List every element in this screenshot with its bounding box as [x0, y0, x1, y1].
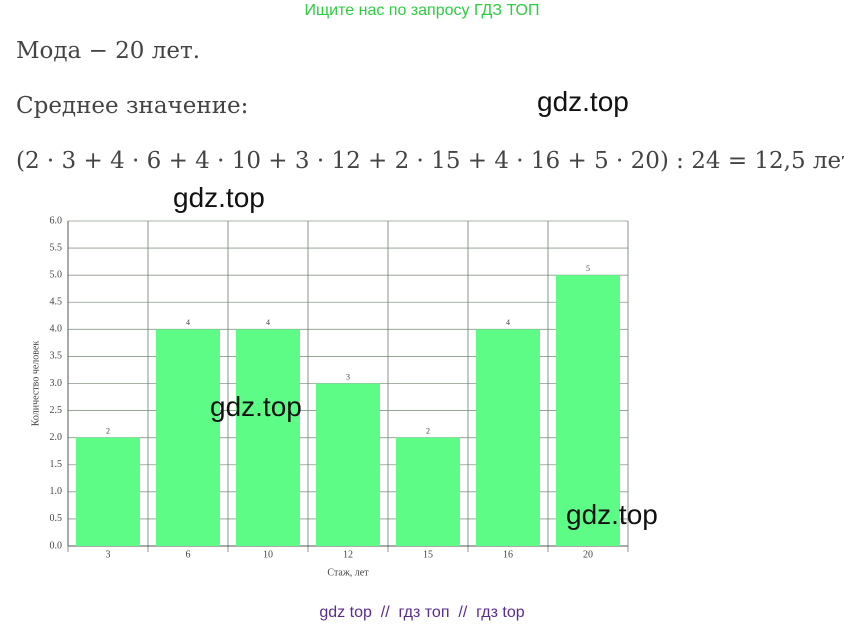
x-tick-label: 12: [343, 549, 353, 560]
y-tick-label: 1.0: [50, 486, 63, 497]
y-tick-label: 0.5: [50, 513, 63, 524]
mean-label: Среднее значение:: [16, 93, 249, 119]
data-label: 4: [506, 318, 510, 327]
y-tick-label: 1.5: [50, 459, 63, 470]
watermark: gdz.top: [210, 391, 302, 422]
bar: [76, 437, 140, 546]
footer: gdz top // гдз топ // гдз top: [319, 604, 525, 621]
x-tick-label: 20: [583, 549, 593, 560]
x-axis-label: Стаж, лет: [327, 567, 369, 578]
bar: [236, 329, 300, 546]
x-tick-label: 6: [186, 549, 191, 560]
bar: [396, 437, 460, 546]
x-tick-label: 16: [503, 549, 513, 560]
bar: [316, 383, 380, 546]
bar: [556, 275, 620, 546]
y-tick-label: 0.0: [50, 540, 63, 551]
bar: [156, 329, 220, 546]
y-tick-label: 3.0: [50, 378, 63, 389]
formula: (2 · 3 + 4 · 6 + 4 · 10 + 3 · 12 + 2 · 1…: [16, 148, 844, 174]
data-label: 4: [266, 318, 270, 327]
y-tick-label: 4.0: [50, 324, 63, 335]
bar: [476, 329, 540, 546]
watermark: gdz.top: [537, 86, 629, 117]
y-tick-label: 5.5: [50, 242, 63, 253]
watermark: gdz.top: [566, 499, 658, 530]
watermark: gdz.top: [173, 182, 265, 213]
banner: Ищите нас по запросу ГДЗ ТОП: [304, 2, 540, 19]
y-tick-label: 2.5: [50, 405, 63, 416]
y-tick-label: 3.5: [50, 351, 63, 362]
y-axis-label: Количество человек: [30, 341, 41, 427]
data-label: 2: [426, 426, 430, 435]
data-label: 5: [586, 264, 590, 273]
y-tick-label: 6.0: [50, 215, 63, 226]
y-tick-label: 2.0: [50, 432, 63, 443]
x-tick-label: 3: [106, 549, 111, 560]
y-tick-label: 4.5: [50, 297, 63, 308]
data-label: 2: [106, 426, 110, 435]
data-label: 4: [186, 318, 190, 327]
mode-text: Мода − 20 лет.: [16, 38, 200, 64]
x-tick-label: 15: [423, 549, 433, 560]
y-tick-label: 5.0: [50, 269, 63, 280]
chart: 0.0 0.5 1.0 1.5 2.0 2.5 3.0 3.5 4.0 4.5 5.0 5.5 6.0 3…: [30, 215, 629, 578]
data-label: 3: [346, 372, 350, 381]
x-tick-label: 10: [263, 549, 273, 560]
